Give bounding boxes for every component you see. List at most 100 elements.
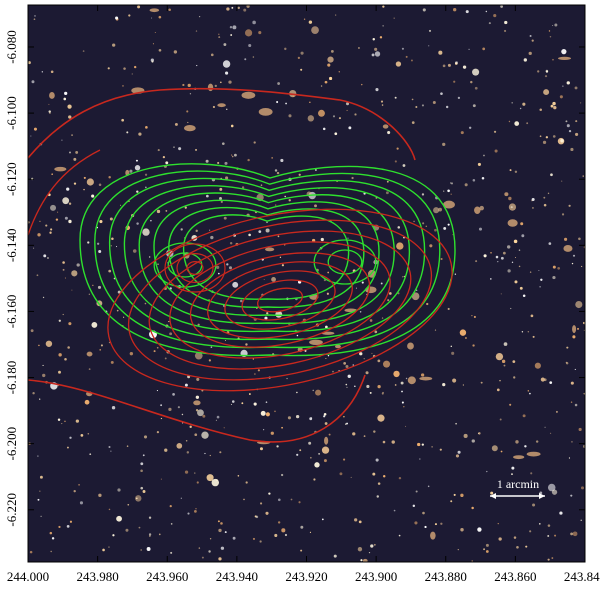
star <box>374 51 381 57</box>
star <box>38 344 40 347</box>
star <box>221 142 225 145</box>
star <box>580 519 582 521</box>
star <box>417 442 421 447</box>
annotation: 1 arcmin <box>497 477 539 491</box>
star <box>158 533 161 536</box>
star <box>156 389 158 392</box>
star <box>184 383 188 387</box>
star <box>500 293 502 295</box>
star <box>288 114 292 118</box>
star <box>519 107 522 110</box>
star <box>51 173 53 175</box>
star <box>66 525 70 528</box>
star <box>214 84 217 88</box>
star <box>552 135 556 138</box>
star <box>231 154 233 156</box>
star <box>582 175 584 177</box>
star <box>230 124 234 128</box>
star <box>421 104 425 107</box>
star <box>327 63 331 67</box>
star <box>350 476 352 478</box>
star <box>150 219 152 222</box>
star <box>219 451 222 454</box>
star <box>263 278 265 280</box>
star <box>377 359 381 363</box>
star <box>529 530 532 533</box>
star <box>453 8 457 12</box>
star <box>480 381 483 384</box>
star <box>303 18 306 20</box>
star <box>323 459 327 463</box>
star <box>578 237 581 241</box>
star <box>485 543 489 547</box>
star <box>333 554 337 558</box>
star <box>532 207 534 209</box>
star <box>182 83 185 87</box>
star <box>478 227 482 231</box>
star <box>208 359 211 362</box>
star <box>187 121 189 123</box>
star <box>485 550 489 553</box>
star <box>411 98 414 101</box>
star <box>39 490 41 492</box>
star <box>32 391 35 395</box>
star <box>146 547 151 551</box>
star <box>481 177 485 180</box>
star <box>372 472 376 476</box>
star <box>99 349 102 351</box>
galaxy <box>362 558 368 562</box>
star <box>58 370 61 374</box>
star <box>363 435 366 438</box>
star <box>464 337 467 339</box>
star <box>534 362 541 369</box>
star <box>226 108 228 111</box>
star <box>247 158 250 162</box>
star <box>532 503 536 507</box>
y-tick-label: -6.080 <box>4 30 19 64</box>
star <box>554 23 558 27</box>
star <box>142 228 150 236</box>
star <box>173 146 175 148</box>
star <box>224 340 227 342</box>
star <box>42 373 46 378</box>
red-contour <box>186 261 204 276</box>
star <box>87 241 90 244</box>
star <box>170 551 173 554</box>
star <box>371 53 375 57</box>
star <box>327 56 334 63</box>
star <box>254 373 256 375</box>
star <box>352 432 356 436</box>
star <box>400 381 404 385</box>
galaxy <box>184 124 196 132</box>
galaxy <box>430 531 436 540</box>
star <box>426 302 429 306</box>
star <box>393 370 400 378</box>
star <box>178 147 182 151</box>
star <box>281 264 285 267</box>
star <box>210 346 213 349</box>
star <box>455 61 458 65</box>
galaxy <box>86 351 93 357</box>
star <box>97 285 102 289</box>
star <box>98 183 102 187</box>
star <box>326 292 329 295</box>
star <box>224 161 228 165</box>
star <box>381 104 384 106</box>
star <box>168 321 170 323</box>
galaxy <box>207 83 214 92</box>
star <box>243 498 245 501</box>
star <box>513 536 517 539</box>
star <box>33 247 35 249</box>
star <box>42 296 45 299</box>
star <box>286 377 288 380</box>
star <box>361 281 364 284</box>
star <box>387 299 390 302</box>
star <box>488 22 491 25</box>
star <box>281 426 283 429</box>
star <box>561 213 565 216</box>
star <box>258 31 262 35</box>
star <box>320 237 324 242</box>
star <box>30 329 34 333</box>
star <box>500 450 503 453</box>
star <box>472 179 476 182</box>
